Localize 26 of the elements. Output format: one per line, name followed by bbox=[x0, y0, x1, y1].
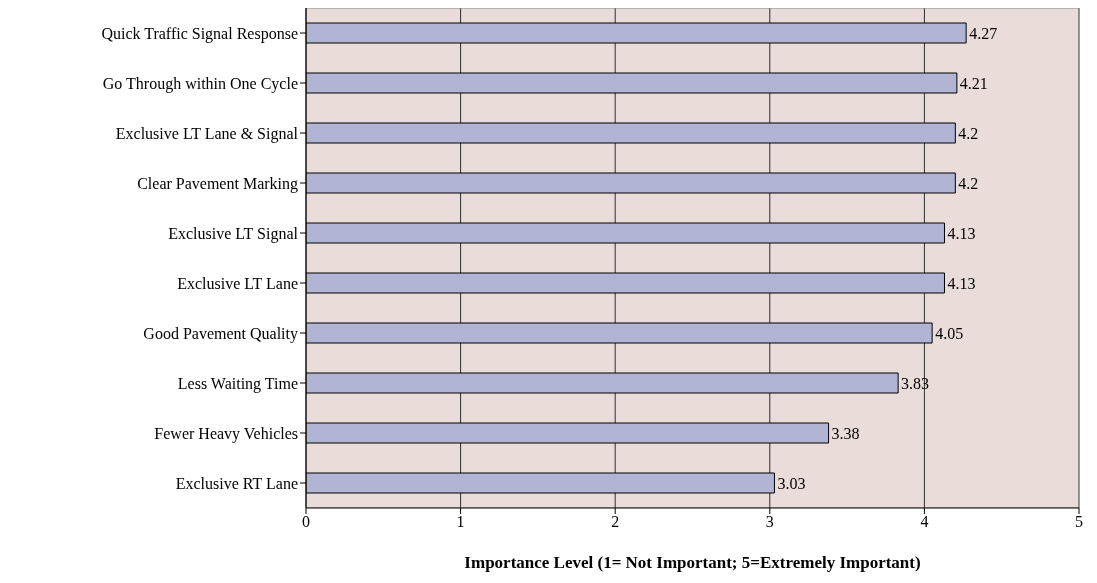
x-tick-label: 3 bbox=[765, 513, 774, 531]
y-tick-label: Quick Traffic Signal Response bbox=[101, 24, 298, 43]
data-label: 4.13 bbox=[947, 274, 976, 292]
data-label: 3.03 bbox=[777, 474, 806, 492]
y-tick-label: Exclusive LT Lane bbox=[177, 274, 298, 292]
x-tick-label: 1 bbox=[456, 513, 465, 531]
data-label: 4.2 bbox=[958, 124, 979, 142]
x-tick-label: 5 bbox=[1075, 513, 1083, 531]
y-tick-label: Exclusive LT Signal bbox=[168, 224, 299, 243]
y-tick-label: Less Waiting Time bbox=[177, 374, 298, 393]
data-label: 4.13 bbox=[947, 224, 976, 242]
y-tick-label: Exclusive LT Lane & Signal bbox=[115, 124, 299, 143]
y-tick-label: Good Pavement Quality bbox=[143, 324, 298, 343]
y-tick-label: Fewer Heavy Vehicles bbox=[154, 424, 298, 443]
x-tick-label: 0 bbox=[302, 513, 310, 531]
data-label: 4.2 bbox=[958, 174, 979, 192]
x-tick-label: 2 bbox=[611, 513, 620, 531]
data-label: 4.21 bbox=[959, 74, 988, 92]
x-axis-title: Importance Level (1= Not Important; 5=Extremely Important) bbox=[464, 553, 921, 572]
x-tick-label: 4 bbox=[920, 513, 929, 531]
y-tick-label: Exclusive RT Lane bbox=[175, 474, 298, 492]
data-label: 3.38 bbox=[831, 424, 860, 442]
data-label: 4.05 bbox=[935, 324, 964, 342]
data-label: 4.27 bbox=[969, 24, 998, 42]
y-tick-label: Go Through within One Cycle bbox=[102, 74, 298, 93]
y-tick-label: Clear Pavement Marking bbox=[137, 174, 298, 193]
